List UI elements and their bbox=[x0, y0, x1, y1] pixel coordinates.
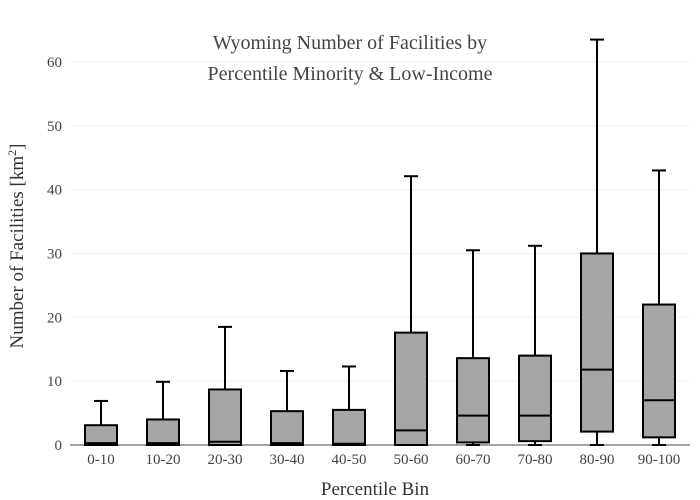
box-iqr bbox=[332, 408, 366, 446]
y-tick-label: 0 bbox=[55, 438, 63, 454]
x-tick-label: 40-50 bbox=[332, 452, 367, 468]
box-iqr bbox=[456, 357, 490, 444]
x-tick-label: 70-80 bbox=[518, 452, 553, 468]
x-tick-label: 10-20 bbox=[146, 452, 181, 468]
box-80-90 bbox=[580, 38, 614, 446]
x-tick-label: 80-90 bbox=[580, 452, 615, 468]
x-axis-title: Percentile Bin bbox=[321, 479, 430, 500]
box-iqr bbox=[84, 424, 118, 447]
x-tick-label: 60-70 bbox=[456, 452, 491, 468]
box-90-100 bbox=[642, 169, 676, 446]
box-iqr bbox=[642, 303, 676, 439]
box-iqr bbox=[580, 252, 614, 433]
x-tick-label: 90-100 bbox=[638, 452, 681, 468]
y-tick-label: 50 bbox=[47, 119, 62, 135]
y-tick-label: 20 bbox=[47, 310, 62, 326]
y-tick-label: 30 bbox=[47, 246, 62, 262]
box-iqr bbox=[208, 388, 242, 447]
y-tick-label: 10 bbox=[47, 374, 62, 390]
box-20-30 bbox=[208, 325, 242, 447]
box-30-40 bbox=[270, 369, 304, 446]
box-iqr bbox=[394, 331, 428, 446]
x-tick-label: 30-40 bbox=[270, 452, 305, 468]
box-iqr bbox=[518, 354, 552, 443]
axes: 0 10 20 30 40 50 60 0-10 10-20 20-30 30-40 40-50 50-… bbox=[47, 55, 690, 468]
y-axis-title-superscript: 2 bbox=[5, 150, 19, 156]
box-10-20 bbox=[146, 380, 180, 447]
box-0-10 bbox=[84, 399, 118, 447]
y-axis-title-suffix: ] bbox=[7, 144, 28, 150]
boxes bbox=[84, 38, 676, 447]
box-iqr bbox=[270, 410, 304, 446]
x-tick-label: 20-30 bbox=[208, 452, 243, 468]
box-iqr bbox=[146, 418, 180, 447]
box-50-60 bbox=[394, 175, 428, 446]
box-40-50 bbox=[332, 365, 366, 446]
box-70-80 bbox=[518, 244, 552, 446]
y-tick-label: 60 bbox=[47, 55, 62, 71]
x-tick-label: 50-60 bbox=[394, 452, 429, 468]
y-axis-title-main: Number of Facilities [km bbox=[7, 156, 28, 349]
x-tick-label: 0-10 bbox=[87, 452, 115, 468]
chart-title-line-2: Percentile Minority & Low-Income bbox=[208, 63, 493, 85]
y-axis-title: Number of Facilities [km2] bbox=[5, 144, 28, 349]
y-tick-label: 40 bbox=[47, 183, 62, 199]
box-60-70 bbox=[456, 249, 490, 446]
chart-title-line-1: Wyoming Number of Facilities by bbox=[213, 32, 487, 54]
